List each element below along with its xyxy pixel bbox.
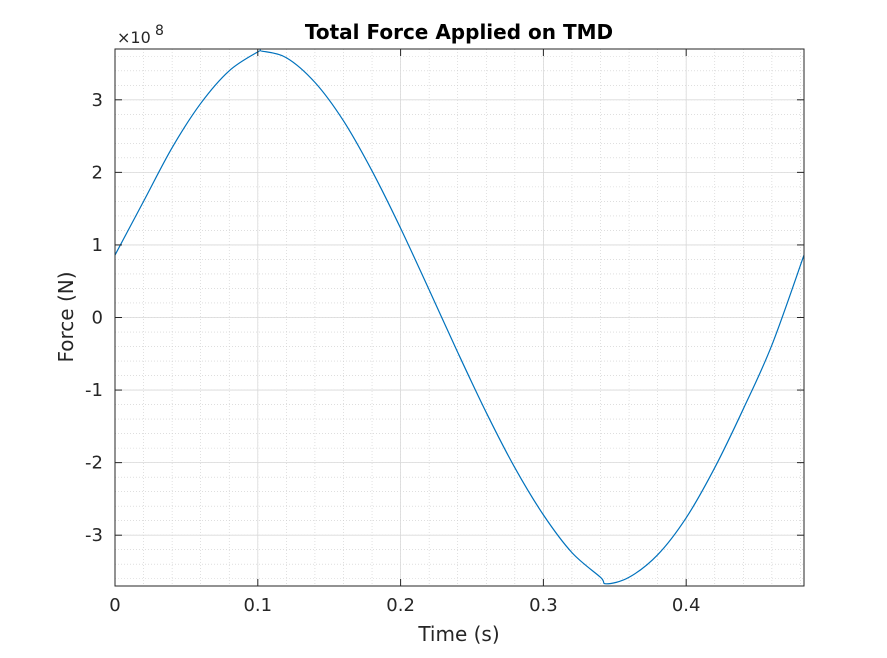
series-layer [115, 49, 804, 585]
y-tick-label: 0 [92, 308, 103, 329]
x-tick-label: 0.4 [672, 595, 701, 616]
x-tick-label: 0.2 [386, 595, 415, 616]
x-tick-label: 0.3 [529, 595, 558, 616]
y-tick-label: 1 [92, 235, 103, 256]
tick-marks [114, 49, 804, 586]
y-tick-label: 3 [92, 90, 103, 111]
y-tick-label: 2 [92, 162, 103, 183]
y-axis-title: Force (N) [54, 271, 78, 362]
y-exponent-prefix: ×10 [117, 28, 151, 47]
y-tick-label: -1 [85, 380, 103, 401]
y-tick-label: -2 [85, 453, 103, 474]
chart-title: Total Force Applied on TMD [305, 20, 613, 44]
y-tick-label: -3 [85, 525, 103, 546]
y-tick-labels: 3 2 1 0 -1 -2 -3 [85, 90, 103, 546]
y-exponent-power: 8 [155, 23, 164, 39]
x-tick-label: 0 [109, 595, 120, 616]
series-line-1 [115, 49, 804, 585]
x-tick-labels: 0 0.1 0.2 0.3 0.4 [109, 595, 700, 616]
x-axis-title: Time (s) [417, 622, 499, 646]
x-tick-label: 0.1 [243, 595, 272, 616]
